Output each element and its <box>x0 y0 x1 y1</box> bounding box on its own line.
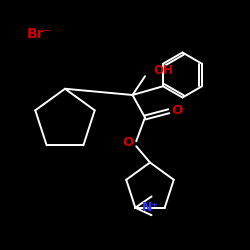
Text: O: O <box>122 136 133 149</box>
Text: O: O <box>172 104 183 117</box>
Text: N⁺: N⁺ <box>142 201 158 214</box>
Text: Br⁻: Br⁻ <box>26 27 51 41</box>
Text: OH: OH <box>154 64 174 76</box>
